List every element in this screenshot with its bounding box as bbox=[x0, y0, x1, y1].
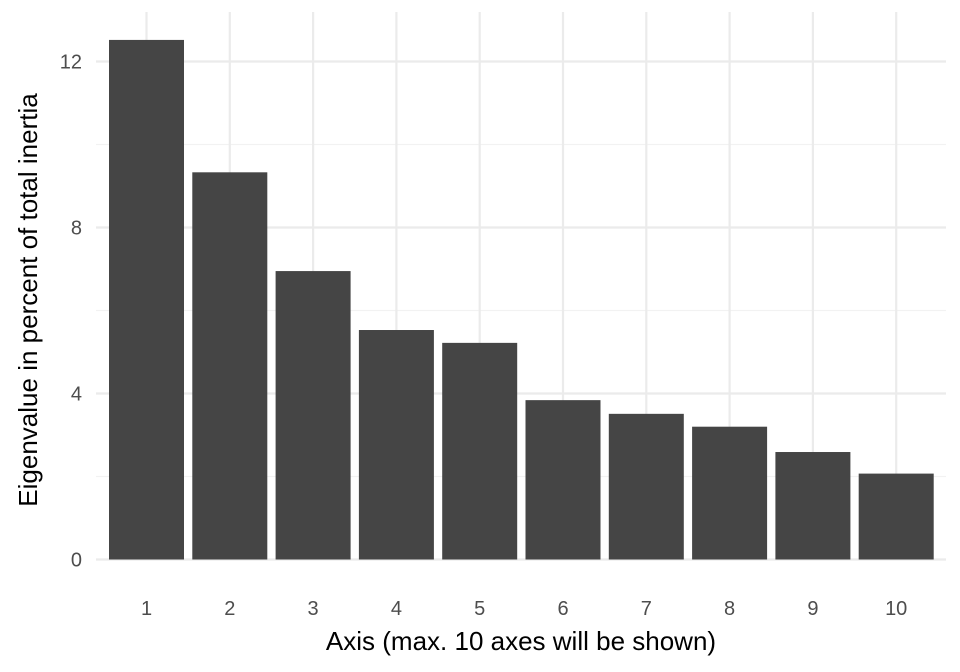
y-tick-label: 4 bbox=[71, 384, 82, 406]
bars bbox=[109, 39, 934, 560]
x-tick-label: 9 bbox=[807, 598, 818, 620]
bar-axis-8 bbox=[692, 426, 768, 560]
y-axis-title: Eigenvalue in percent of total inertia bbox=[13, 93, 43, 507]
x-tick-label: 7 bbox=[641, 598, 652, 620]
x-tick-label: 3 bbox=[308, 598, 319, 620]
bar-axis-7 bbox=[608, 413, 684, 560]
bar-axis-4 bbox=[358, 330, 434, 560]
bar-axis-6 bbox=[525, 400, 601, 560]
x-axis-title: Axis (max. 10 axes will be shown) bbox=[326, 626, 716, 656]
y-tick-label: 8 bbox=[71, 218, 82, 240]
x-tick-label: 1 bbox=[141, 598, 152, 620]
x-tick-label: 8 bbox=[724, 598, 735, 620]
bar-axis-2 bbox=[192, 172, 268, 560]
bar-axis-10 bbox=[858, 473, 934, 560]
x-tick-label: 4 bbox=[391, 598, 402, 620]
bar-axis-9 bbox=[775, 452, 851, 560]
x-tick-label: 5 bbox=[474, 598, 485, 620]
x-axis-tick-labels: 1 2 3 4 5 6 7 8 9 10 bbox=[141, 598, 907, 620]
y-axis-tick-labels: 0 4 8 12 bbox=[60, 52, 82, 572]
bar-axis-5 bbox=[442, 342, 518, 560]
x-tick-label: 2 bbox=[224, 598, 235, 620]
x-tick-label: 10 bbox=[885, 598, 907, 620]
y-tick-label: 0 bbox=[71, 550, 82, 572]
x-tick-label: 6 bbox=[557, 598, 568, 620]
bar-axis-1 bbox=[109, 39, 184, 560]
bar-axis-3 bbox=[275, 271, 351, 560]
y-tick-label: 12 bbox=[60, 52, 82, 74]
